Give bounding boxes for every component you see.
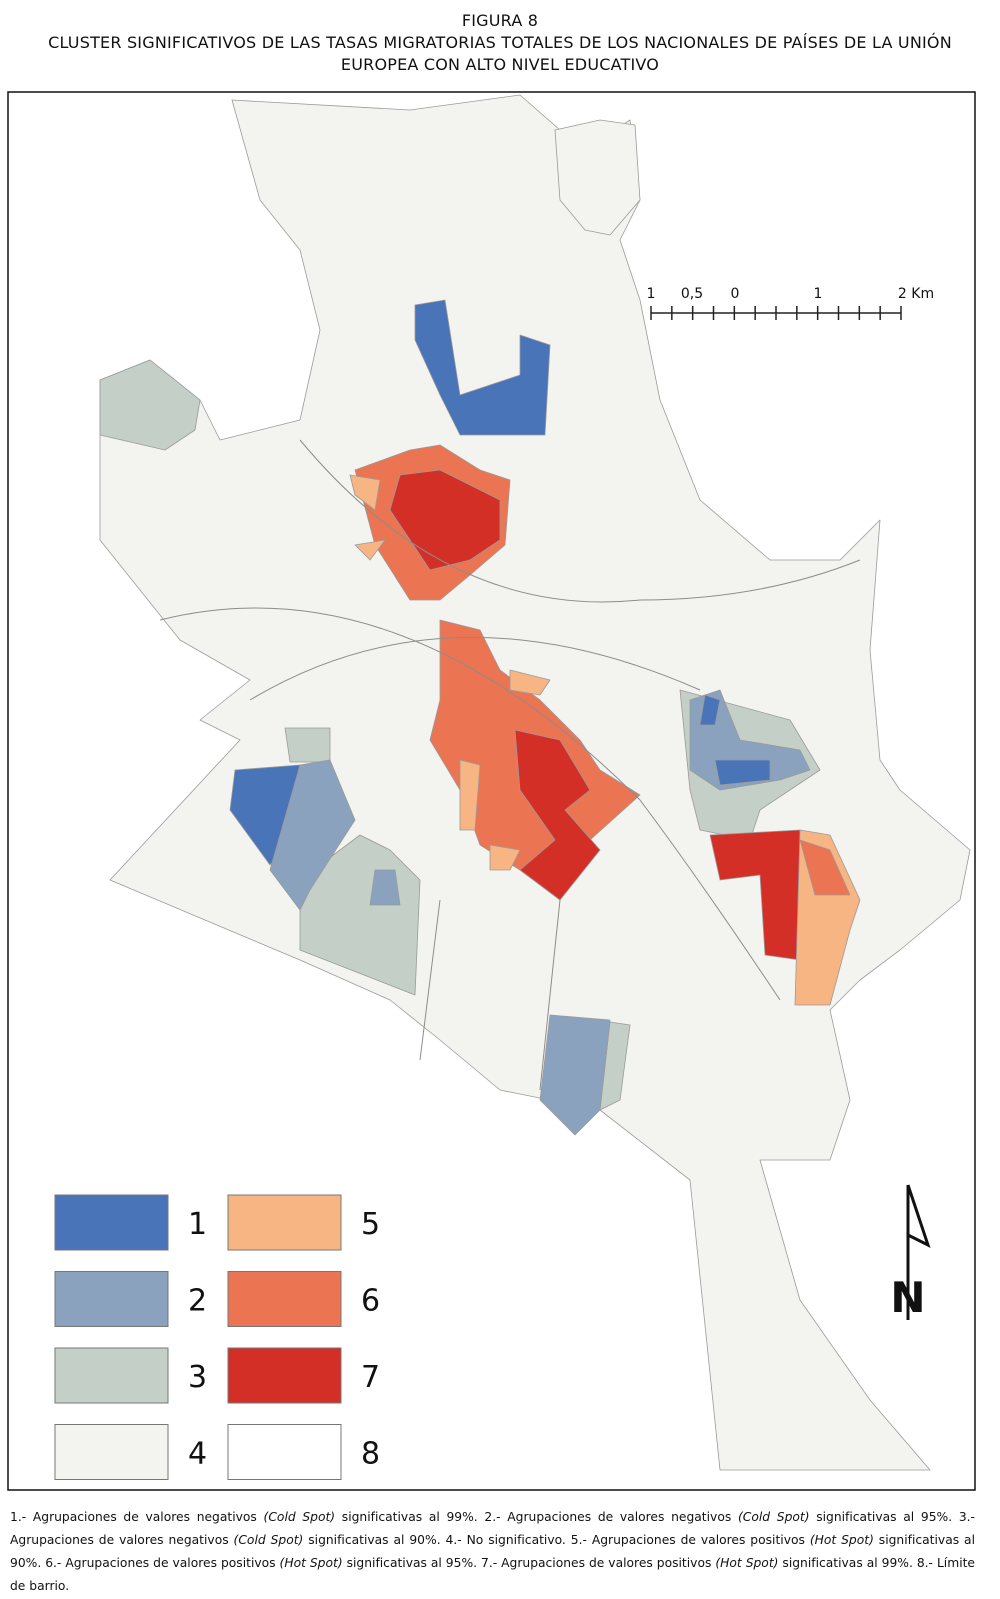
legend-label: 7: [361, 1360, 380, 1395]
caption-text: significativas al 95%. 3.- Agrupaciones …: [10, 1510, 975, 1547]
legend-swatch: [54, 1194, 169, 1251]
scale-label: 2 Km: [898, 286, 934, 302]
road: [299, 439, 861, 603]
caption-italic: (Hot Spot): [809, 1533, 874, 1547]
caption-text: significativas al 90%. 4.- No significat…: [303, 1533, 810, 1547]
district: [99, 359, 201, 451]
caption-italic: (Cold Spot): [263, 1510, 336, 1524]
north-label: N: [890, 1273, 925, 1322]
caption-text: significativas al 95%. 7.- Agrupaciones …: [342, 1556, 716, 1570]
scale-label: 1: [647, 286, 656, 302]
legend-label: 1: [188, 1207, 207, 1242]
district: [284, 727, 331, 763]
road: [419, 899, 561, 1091]
figure-label: FIGURA 8: [461, 11, 539, 30]
district: [699, 694, 721, 726]
caption-text: 1.- Agrupaciones de valores negativos: [10, 1510, 264, 1524]
figure-title: FIGURA 8 CLUSTER SIGNIFICATIVOS DE LAS T…: [0, 10, 1000, 76]
legend-label: 6: [361, 1284, 380, 1319]
scale-label: 0,5: [681, 286, 703, 302]
legend-swatch: [227, 1347, 342, 1404]
port-area: [554, 119, 641, 236]
district: [369, 869, 401, 906]
map: 1 0,5 0 1 2 Km N 1 2 3 4 5 6 7 8: [7, 91, 976, 1491]
legend-swatch: [54, 1347, 169, 1404]
north-arrow-head: [906, 1184, 931, 1248]
title-line: CLUSTER SIGNIFICATIVOS DE LAS TASAS MIGR…: [48, 33, 952, 52]
roads: [159, 439, 861, 1091]
district: [459, 759, 481, 831]
caption-italic: (Cold Spot): [233, 1533, 304, 1547]
legend-swatch: [227, 1424, 342, 1480]
scale-label: 0: [731, 286, 740, 302]
legend-swatch: [54, 1271, 169, 1327]
district: [389, 469, 501, 571]
district: [269, 759, 356, 911]
caption: 1.- Agrupaciones de valores negativos (C…: [10, 1506, 975, 1598]
legend-label: 8: [361, 1437, 380, 1472]
caption-text: significativas al 90%. 6.- Agrupaciones …: [10, 1533, 975, 1570]
legend: 1 2 3 4 5 6 7 8: [54, 1194, 380, 1480]
caption-italic: (Cold Spot): [737, 1510, 810, 1524]
legend-swatch: [227, 1271, 342, 1327]
caption-text: significativas al 99%. 8.- Límite de bar…: [10, 1556, 976, 1593]
scale-label: 1: [814, 286, 823, 302]
legend-label: 2: [188, 1284, 207, 1319]
district: [489, 844, 521, 871]
district: [714, 759, 771, 786]
north-arrow: N: [890, 1184, 931, 1322]
district: [514, 729, 601, 901]
scale-bar: 1 0,5 0 1 2 Km: [647, 286, 934, 320]
title-line: EUROPEA CON ALTO NIVEL EDUCATIVO: [340, 55, 660, 74]
district: [354, 539, 386, 561]
caption-italic: (Hot Spot): [279, 1556, 343, 1570]
legend-label: 5: [361, 1207, 380, 1242]
legend-label: 4: [188, 1437, 207, 1472]
legend-swatch: [54, 1424, 169, 1480]
district: [799, 839, 851, 896]
road: [159, 607, 781, 1001]
road: [249, 636, 701, 701]
district: [349, 474, 381, 511]
legend-swatch: [227, 1194, 342, 1251]
caption-text: significativas al 99%. 2.- Agrupaciones …: [335, 1510, 738, 1524]
district: [509, 669, 551, 696]
district: [414, 299, 551, 436]
district: [539, 1014, 611, 1136]
caption-italic: (Hot Spot): [715, 1556, 779, 1570]
legend-label: 3: [188, 1360, 207, 1395]
